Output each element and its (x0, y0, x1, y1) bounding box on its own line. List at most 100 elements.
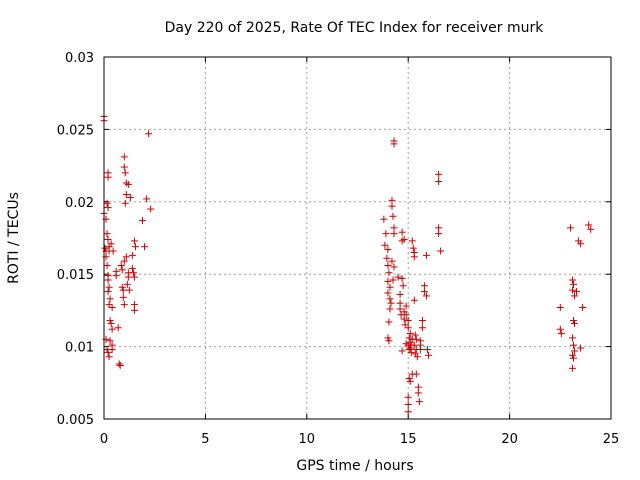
data-point (106, 317, 114, 325)
data-point (120, 153, 128, 161)
data-point (402, 302, 410, 310)
data-point (105, 283, 113, 291)
x-tick-label: 25 (603, 432, 620, 447)
data-point (382, 230, 390, 238)
data-point (577, 240, 585, 248)
data-point (409, 244, 417, 252)
data-point (566, 224, 574, 232)
data-point (569, 280, 577, 288)
data-point (400, 235, 408, 243)
data-point (104, 276, 112, 284)
grid (104, 57, 611, 419)
data-point (415, 398, 423, 406)
data-point (435, 178, 443, 186)
data-point (103, 230, 111, 238)
data-point (394, 273, 402, 281)
data-point (418, 317, 426, 325)
data-point (414, 389, 422, 397)
data-point (386, 295, 394, 303)
y-tick-label: 0.005 (57, 413, 94, 428)
data-point (384, 289, 392, 297)
data-point (404, 317, 412, 325)
data-point (408, 237, 416, 245)
data-point (585, 221, 593, 229)
data-point (387, 299, 395, 307)
data-point (126, 193, 134, 201)
data-point (388, 257, 396, 265)
data-point (384, 246, 392, 254)
data-point (116, 361, 124, 369)
data-point (398, 228, 406, 236)
data-point (128, 251, 136, 259)
data-point (573, 288, 581, 296)
data-point (416, 345, 424, 353)
data-point (381, 241, 389, 249)
data-point (406, 377, 414, 385)
data-point (141, 243, 149, 251)
data-point (569, 341, 577, 349)
data-point (118, 283, 126, 291)
data-point (568, 334, 576, 342)
data-point (385, 269, 393, 277)
data-point (384, 277, 392, 285)
data-point (411, 331, 419, 339)
data-point (557, 330, 565, 338)
data-point (410, 341, 418, 349)
data-points (100, 112, 595, 416)
data-point (122, 191, 130, 199)
y-tick-label: 0.03 (65, 51, 94, 66)
data-point (108, 325, 116, 333)
data-point (398, 275, 406, 283)
data-point (104, 173, 112, 181)
data-point (105, 301, 113, 309)
plot-frame (103, 56, 612, 420)
data-point (577, 344, 585, 352)
chart-title: Day 220 of 2025, Rate Of TEC Index for r… (165, 20, 545, 36)
data-point (104, 235, 112, 243)
data-point (386, 305, 394, 313)
data-point (121, 169, 129, 177)
x-tick-label: 15 (400, 432, 417, 447)
data-point (570, 319, 578, 327)
data-point (407, 348, 415, 356)
data-point (119, 286, 127, 294)
data-point (410, 296, 418, 304)
data-point (413, 353, 421, 361)
x-tick-label: 5 (201, 432, 209, 447)
data-point (130, 237, 138, 245)
y-axis-label: ROTI / TECUs (6, 192, 22, 284)
data-point (570, 347, 578, 355)
data-point (106, 295, 114, 303)
data-point (587, 225, 595, 233)
data-point (390, 140, 398, 148)
data-point (402, 311, 410, 319)
data-point (128, 264, 136, 272)
y-tick-label: 0.025 (57, 123, 94, 138)
data-point (147, 205, 155, 213)
data-point (107, 240, 115, 248)
data-point (435, 170, 443, 178)
data-point (422, 251, 430, 259)
data-point (120, 301, 128, 309)
data-point (404, 408, 412, 416)
data-point (104, 348, 112, 356)
data-point (118, 266, 126, 274)
data-point (112, 272, 120, 280)
data-point (568, 286, 576, 294)
data-point (412, 335, 420, 343)
y-tick-label: 0.01 (65, 341, 94, 356)
data-point (385, 318, 393, 326)
data-point (556, 304, 564, 312)
data-point (396, 305, 404, 313)
data-point (107, 319, 115, 327)
data-point (114, 324, 122, 332)
data-point (129, 269, 137, 277)
data-point (568, 351, 576, 359)
data-point (120, 163, 128, 171)
data-point (117, 262, 125, 270)
data-point (385, 337, 393, 345)
data-point (418, 324, 426, 332)
data-point (101, 244, 109, 252)
data-point (383, 254, 391, 262)
